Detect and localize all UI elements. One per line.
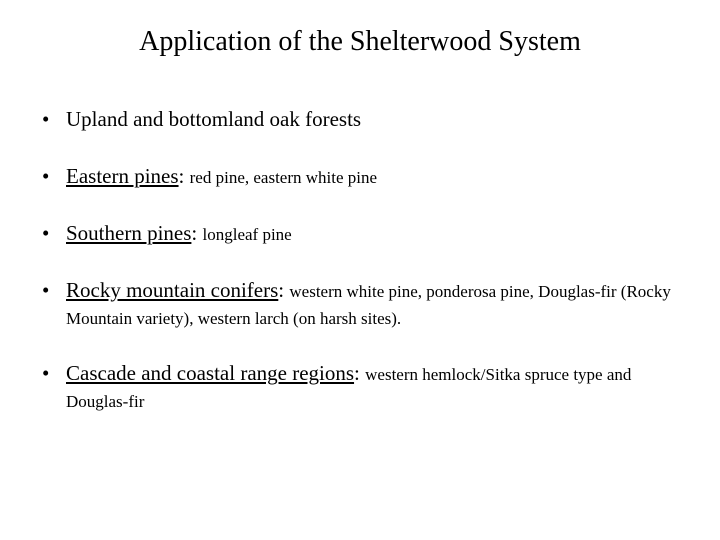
list-item: Eastern pines: red pine, eastern white p… — [36, 163, 684, 190]
item-detail: red pine, eastern white pine — [190, 168, 377, 187]
item-lead: Eastern pines — [66, 164, 179, 188]
list-item: Upland and bottomland oak forests — [36, 106, 684, 133]
item-detail: longleaf pine — [203, 225, 292, 244]
item-lead: Southern pines — [66, 221, 191, 245]
item-colon: : — [191, 221, 197, 245]
list-item: Rocky mountain conifers: western white p… — [36, 277, 684, 331]
item-lead: Rocky mountain conifers — [66, 278, 278, 302]
item-colon: : — [278, 278, 284, 302]
item-colon: : — [354, 361, 360, 385]
item-colon: : — [179, 164, 185, 188]
slide-title: Application of the Shelterwood System — [36, 26, 684, 58]
item-lead: Cascade and coastal range regions — [66, 361, 354, 385]
bullet-list: Upland and bottomland oak forests Easter… — [36, 106, 684, 414]
slide: Application of the Shelterwood System Up… — [0, 0, 720, 540]
list-item: Southern pines: longleaf pine — [36, 220, 684, 247]
item-lead: Upland and bottomland oak forests — [66, 107, 361, 131]
list-item: Cascade and coastal range regions: weste… — [36, 360, 684, 414]
